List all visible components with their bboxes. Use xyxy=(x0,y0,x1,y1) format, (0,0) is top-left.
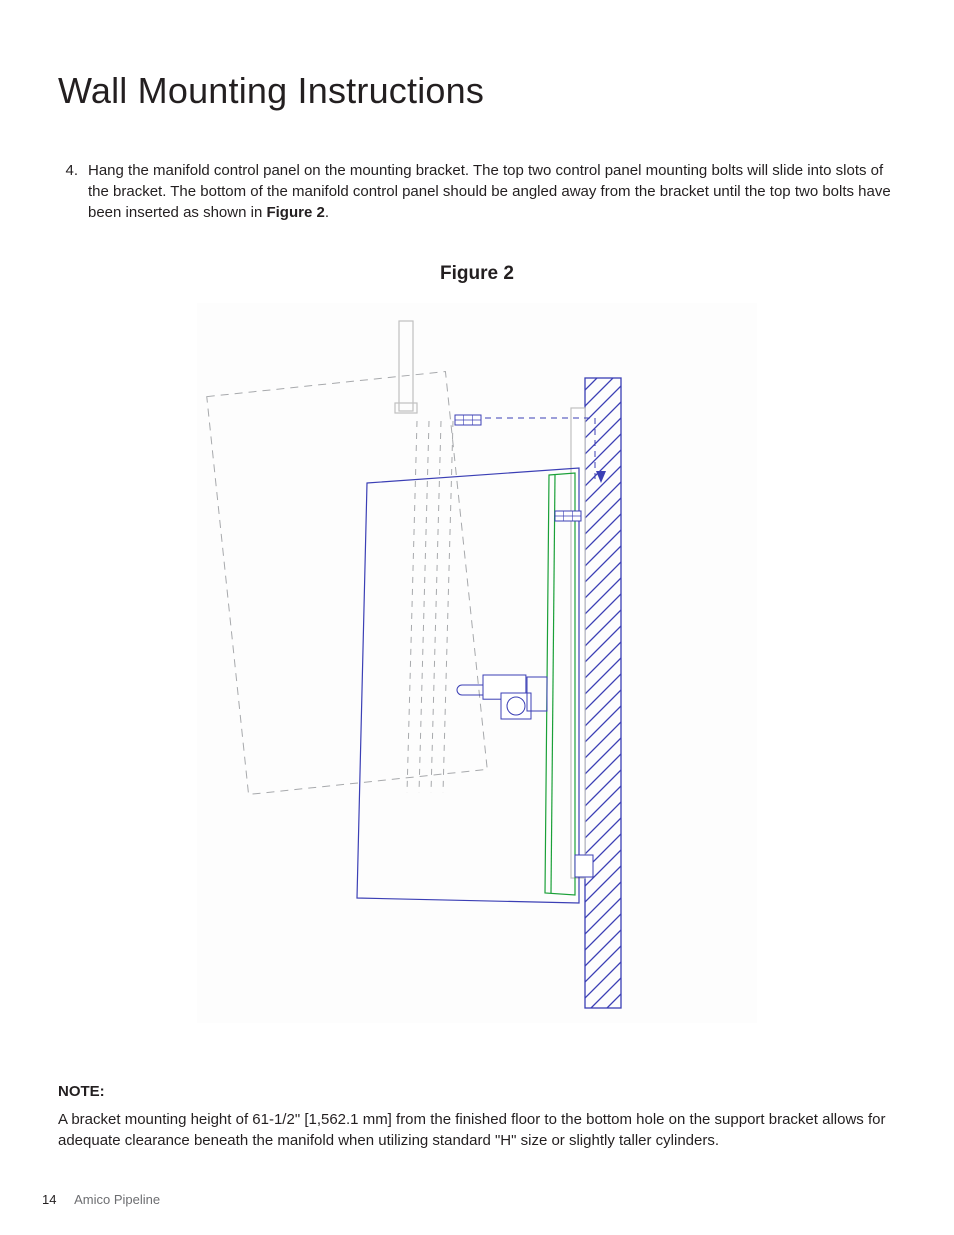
step-text-before: Hang the manifold control panel on the m… xyxy=(88,162,891,221)
step-text-after: . xyxy=(325,204,329,221)
footer-page-number: 14 xyxy=(42,1192,56,1207)
step-text-bold: Figure 2 xyxy=(266,204,324,221)
note-label: NOTE: xyxy=(58,1083,896,1100)
note-text: A bracket mounting height of 61-1/2" [1,… xyxy=(58,1110,896,1151)
page-title: Wall Mounting Instructions xyxy=(58,70,896,112)
step-number: 4. xyxy=(58,160,78,223)
footer-brand: Amico Pipeline xyxy=(74,1192,160,1207)
figure-caption: Figure 2 xyxy=(58,263,896,285)
instruction-step-4: 4. Hang the manifold control panel on th… xyxy=(58,160,896,223)
page-footer: 14 Amico Pipeline xyxy=(42,1192,160,1207)
figure-2-diagram xyxy=(197,303,757,1023)
step-text: Hang the manifold control panel on the m… xyxy=(88,160,896,223)
